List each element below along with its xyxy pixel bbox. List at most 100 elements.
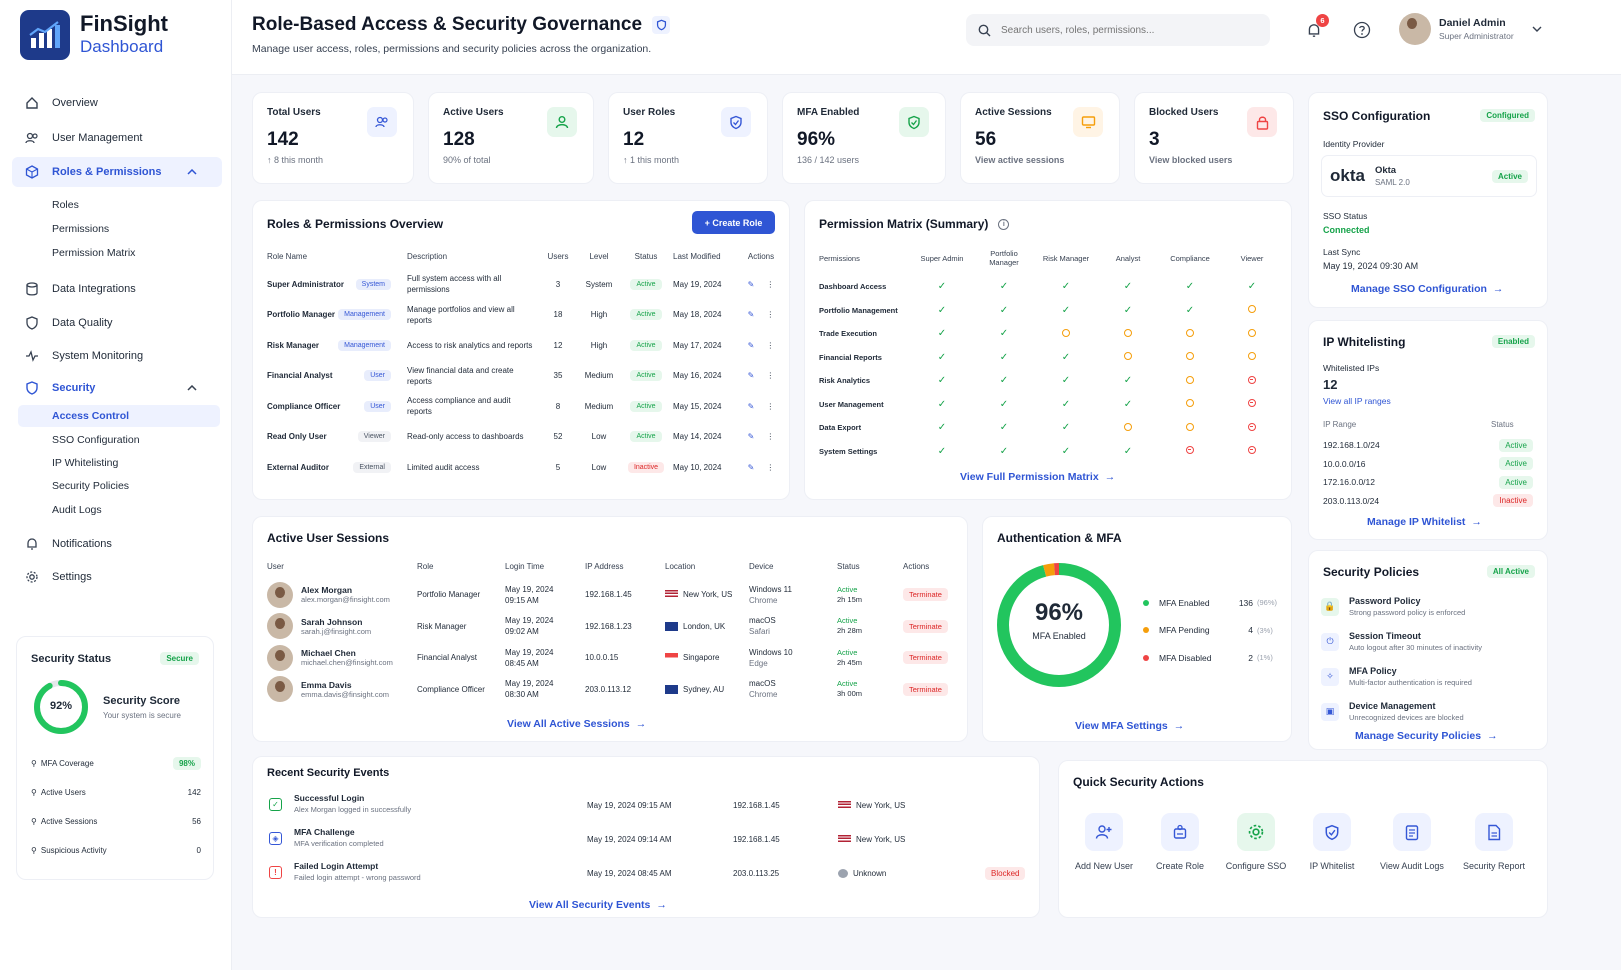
more-icon[interactable]: ⋮: [766, 462, 775, 472]
create-role-action[interactable]: Create Role: [1145, 813, 1215, 871]
edit-icon[interactable]: ✎: [747, 310, 755, 320]
info-icon[interactable]: i: [998, 218, 1010, 230]
edit-icon[interactable]: ✎: [747, 371, 755, 381]
user-email: alex.morgan@finsight.com: [301, 595, 390, 605]
link-label: View MFA Settings: [1075, 720, 1168, 732]
table-row[interactable]: Portfolio Manager Management Manage portfo…: [263, 300, 781, 331]
ip-whitelist-action[interactable]: IP Whitelist: [1297, 813, 1367, 871]
table-row[interactable]: Compliance Officer User Access compliance …: [263, 391, 781, 422]
nav-settings[interactable]: Settings: [12, 562, 222, 592]
permission-name: Portfolio Management: [819, 305, 898, 315]
manage-sso-link[interactable]: Manage SSO Configuration →: [1351, 283, 1503, 295]
table-row[interactable]: Alex Morgan alex.morgan@finsight.com Portf…: [263, 579, 959, 611]
nav-system-monitoring[interactable]: System Monitoring: [12, 341, 222, 371]
terminate-button[interactable]: Terminate: [903, 651, 948, 665]
column-header: Level: [589, 251, 609, 261]
view-active-sessions-link[interactable]: View active sessions: [975, 155, 1065, 165]
table-row[interactable]: Financial Analyst User View financial data…: [263, 361, 781, 392]
policy-row[interactable]: ▣ Device Management Unrecognized devices a…: [1321, 694, 1541, 729]
nav-permissions[interactable]: Permissions: [18, 218, 220, 240]
avatar: [267, 676, 293, 703]
nav-access-control[interactable]: Access Control: [18, 405, 220, 427]
table-row[interactable]: Risk Manager Management Access to risk ana…: [263, 330, 781, 361]
policy-row[interactable]: 🔒 Password Policy Strong password policy i…: [1321, 589, 1541, 624]
view-mfa-settings-link[interactable]: View MFA Settings →: [1075, 720, 1184, 732]
role-tag: Management: [338, 339, 391, 351]
nav-permission-matrix[interactable]: Permission Matrix: [18, 242, 220, 264]
view-full-matrix-link[interactable]: View Full Permission Matrix →: [960, 471, 1115, 483]
edit-icon[interactable]: ✎: [747, 340, 755, 350]
table-row[interactable]: Super Administrator System Full system acc…: [263, 269, 781, 300]
more-icon[interactable]: ⋮: [766, 432, 775, 442]
table-row[interactable]: Emma Davis emma.davis@finsight.com Complia…: [263, 674, 959, 706]
manage-ip-link[interactable]: Manage IP Whitelist →: [1367, 516, 1482, 528]
edit-icon[interactable]: ✎: [747, 462, 755, 472]
view-all-sessions-link[interactable]: View All Active Sessions →: [507, 718, 646, 730]
search-input[interactable]: [1001, 24, 1251, 36]
terminate-button[interactable]: Terminate: [903, 588, 948, 602]
policy-sub: Unrecognized devices are blocked: [1349, 713, 1464, 722]
table-row[interactable]: Read Only User Viewer Read-only access to …: [263, 422, 781, 453]
role-actions: ✎ ⋮: [741, 300, 781, 331]
policy-row[interactable]: ⏻ Session Timeout Auto logout after 30 min…: [1321, 624, 1541, 659]
nav-overview[interactable]: Overview: [12, 88, 222, 118]
nav-audit-logs[interactable]: Audit Logs: [18, 499, 220, 521]
search-box[interactable]: [966, 14, 1270, 46]
nav-notifications[interactable]: Notifications: [12, 529, 222, 559]
nav-sso-configuration[interactable]: SSO Configuration: [18, 429, 220, 451]
event-row[interactable]: ! Failed Login Attempt Failed login attemp…: [267, 857, 1027, 891]
permission-name: Data Export: [819, 423, 862, 433]
nav-roles[interactable]: Roles: [18, 194, 220, 216]
configure-sso-action[interactable]: Configure SSO: [1221, 813, 1291, 871]
edit-icon[interactable]: ✎: [747, 279, 755, 289]
idp-row[interactable]: okta Okta SAML 2.0 Active: [1321, 155, 1537, 197]
security-report-action[interactable]: Security Report: [1459, 813, 1529, 871]
nav-security[interactable]: Security: [12, 373, 222, 403]
table-row[interactable]: External Auditor External Limited audit ac…: [263, 452, 781, 483]
session-actions: Terminate: [899, 611, 959, 643]
manage-policies-link[interactable]: Manage Security Policies →: [1355, 730, 1498, 742]
status-badge: Enabled: [1491, 335, 1535, 348]
more-icon[interactable]: ⋮: [766, 401, 775, 411]
legend-dot: [1143, 627, 1149, 634]
add-new-user-action[interactable]: Add New User: [1069, 813, 1139, 871]
table-row[interactable]: Michael Chen michael.chen@finsight.com Fin…: [263, 642, 959, 674]
more-icon[interactable]: ⋮: [766, 279, 775, 289]
table-row[interactable]: Sarah Johnson sarah.j@finsight.com Risk Ma…: [263, 611, 959, 643]
role-level: Low: [591, 462, 607, 472]
more-icon[interactable]: ⋮: [766, 371, 775, 381]
event-row[interactable]: ✓ Successful Login Alex Morgan logged in s…: [267, 789, 1027, 823]
nav-data-quality[interactable]: Data Quality: [12, 308, 222, 338]
terminate-button[interactable]: Terminate: [903, 682, 948, 696]
nav-ip-whitelisting[interactable]: IP Whitelisting: [18, 452, 220, 474]
column-header: Role: [417, 561, 434, 571]
nav-security-policies[interactable]: Security Policies: [18, 475, 220, 497]
nav-user-management[interactable]: User Management: [12, 123, 222, 153]
session-role: Portfolio Manager: [417, 590, 481, 600]
user-menu[interactable]: Daniel Admin Super Administrator: [1399, 13, 1542, 45]
role-status-cell: Active: [623, 269, 669, 300]
monitor-icon: [1073, 107, 1103, 137]
policy-row[interactable]: ✧ MFA Policy Multi-factor authentication i…: [1321, 659, 1541, 694]
view-blocked-users-link[interactable]: View blocked users: [1149, 155, 1233, 165]
role-modified: May 10, 2024: [673, 462, 722, 472]
view-audit-logs-action[interactable]: View Audit Logs: [1377, 813, 1447, 871]
edit-icon[interactable]: ✎: [747, 432, 755, 442]
event-row[interactable]: ◈ MFA Challenge MFA verification completed…: [267, 823, 1027, 857]
more-icon[interactable]: ⋮: [766, 340, 775, 350]
role-status-cell: Active: [623, 391, 669, 422]
legend-label: MFA Enabled: [1159, 597, 1210, 608]
more-icon[interactable]: ⋮: [766, 310, 775, 320]
brand-logo[interactable]: FinSight Dashboard: [20, 10, 168, 60]
terminate-button[interactable]: Terminate: [903, 619, 948, 633]
policy-title: Password Policy: [1349, 596, 1421, 606]
help-button[interactable]: [1352, 20, 1372, 40]
view-all-events-link[interactable]: View All Security Events →: [529, 899, 667, 911]
create-role-button[interactable]: + Create Role: [692, 211, 775, 234]
edit-icon[interactable]: ✎: [747, 401, 755, 411]
view-all-ip-link[interactable]: View all IP ranges: [1323, 396, 1391, 406]
notifications-button[interactable]: 6: [1304, 14, 1329, 40]
nav-roles-permissions[interactable]: Roles & Permissions: [12, 157, 222, 187]
nav-data-integrations[interactable]: Data Integrations: [12, 274, 222, 304]
sso-config-card: SSO Configuration Configured Identity Pr…: [1308, 92, 1548, 308]
